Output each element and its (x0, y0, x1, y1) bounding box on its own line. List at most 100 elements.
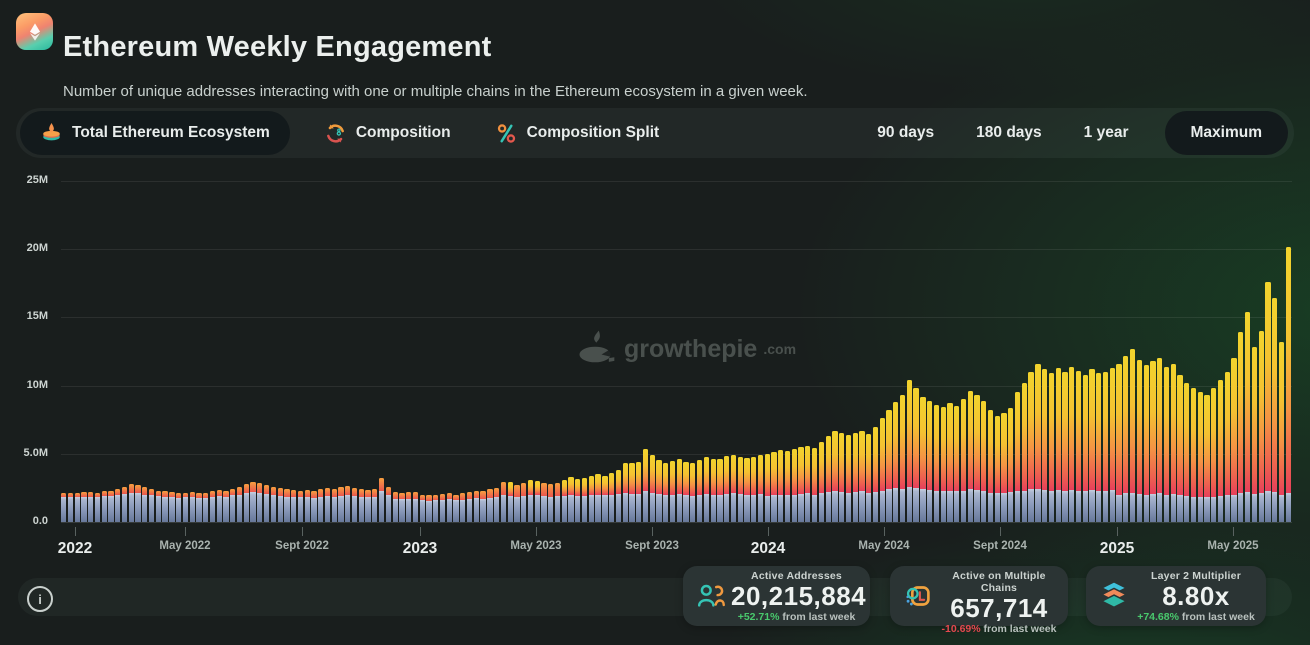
bar[interactable] (108, 490, 114, 522)
bar[interactable] (561, 480, 567, 522)
bar[interactable] (852, 432, 858, 522)
bar[interactable] (1265, 281, 1271, 522)
bar[interactable] (1014, 392, 1021, 522)
bar[interactable] (1082, 374, 1088, 522)
bar[interactable] (737, 456, 743, 522)
bar[interactable] (162, 491, 168, 522)
bar[interactable] (967, 391, 973, 522)
bar[interactable] (169, 492, 175, 522)
bar[interactable] (534, 481, 540, 522)
bar[interactable] (1123, 355, 1129, 522)
bar[interactable] (521, 482, 527, 522)
bar[interactable] (636, 461, 642, 522)
bar[interactable] (730, 454, 737, 522)
bar[interactable] (480, 491, 486, 522)
bar[interactable] (94, 492, 101, 522)
bar[interactable] (893, 402, 899, 522)
bar[interactable] (412, 492, 419, 522)
bar[interactable] (581, 478, 588, 522)
bar[interactable] (1055, 367, 1061, 522)
bar[interactable] (439, 494, 446, 522)
tab-composition[interactable]: Composition (314, 111, 461, 155)
bar[interactable] (845, 434, 852, 522)
bar[interactable] (61, 493, 67, 522)
bar[interactable] (703, 457, 709, 522)
bar[interactable] (954, 406, 960, 522)
bar[interactable] (825, 436, 831, 522)
bar[interactable] (696, 459, 703, 522)
bar[interactable] (392, 492, 398, 522)
bar[interactable] (304, 490, 310, 522)
bar[interactable] (1136, 359, 1142, 522)
bar[interactable] (1075, 370, 1082, 522)
bar[interactable] (588, 476, 594, 522)
bar[interactable] (663, 463, 669, 522)
bar[interactable] (541, 483, 547, 522)
bar[interactable] (1204, 395, 1210, 522)
bar[interactable] (818, 441, 825, 522)
bar[interactable] (811, 447, 818, 522)
bar[interactable] (866, 434, 872, 522)
bar[interactable] (378, 477, 385, 522)
bar[interactable] (642, 449, 649, 522)
bar[interactable] (466, 492, 473, 522)
bar[interactable] (1150, 361, 1156, 522)
bar[interactable] (74, 493, 80, 522)
bar[interactable] (372, 489, 378, 522)
bar[interactable] (974, 395, 980, 522)
bar[interactable] (243, 483, 249, 522)
bar[interactable] (487, 489, 493, 522)
bar[interactable] (757, 455, 764, 522)
bar[interactable] (568, 477, 574, 522)
bar[interactable] (933, 404, 940, 522)
bar[interactable] (615, 470, 622, 522)
bar[interactable] (155, 490, 161, 522)
bar[interactable] (277, 487, 283, 522)
bar[interactable] (1197, 392, 1203, 522)
bar[interactable] (1211, 388, 1217, 522)
bar[interactable] (1089, 369, 1095, 522)
bar[interactable] (250, 481, 256, 522)
tab-composition-split[interactable]: Composition Split (485, 111, 670, 155)
bar[interactable] (629, 462, 635, 522)
bar[interactable] (148, 489, 155, 522)
bar[interactable] (419, 494, 425, 522)
bar[interactable] (1096, 373, 1102, 522)
bar[interactable] (270, 486, 276, 522)
bar[interactable] (1231, 358, 1237, 522)
bar[interactable] (473, 490, 479, 522)
bar[interactable] (460, 493, 466, 522)
bar[interactable] (771, 451, 777, 522)
bar[interactable] (216, 490, 222, 522)
bar[interactable] (1285, 246, 1291, 522)
bar[interactable] (514, 485, 520, 522)
bar[interactable] (906, 380, 912, 522)
bar[interactable] (859, 430, 865, 522)
bar[interactable] (351, 487, 358, 522)
bar[interactable] (981, 400, 987, 522)
bar[interactable] (595, 474, 601, 522)
bar[interactable] (291, 490, 297, 522)
bar[interactable] (676, 459, 682, 522)
bar[interactable] (927, 400, 933, 522)
bar[interactable] (575, 479, 581, 522)
bar[interactable] (1129, 348, 1136, 522)
bar[interactable] (324, 487, 331, 522)
bar[interactable] (115, 489, 121, 522)
bar[interactable] (764, 453, 770, 522)
range-maximum[interactable]: Maximum (1164, 111, 1288, 155)
bar[interactable] (710, 459, 716, 522)
bar[interactable] (257, 482, 263, 522)
bar[interactable] (284, 489, 290, 522)
bar[interactable] (1217, 380, 1224, 522)
bar[interactable] (1021, 382, 1027, 522)
bar[interactable] (690, 462, 696, 522)
bar[interactable] (1001, 412, 1007, 522)
bar[interactable] (947, 403, 953, 522)
bar[interactable] (548, 483, 554, 522)
bar[interactable] (669, 461, 676, 522)
bar[interactable] (433, 494, 439, 522)
bar[interactable] (345, 485, 351, 522)
bar[interactable] (920, 396, 926, 522)
bar[interactable] (358, 489, 364, 522)
